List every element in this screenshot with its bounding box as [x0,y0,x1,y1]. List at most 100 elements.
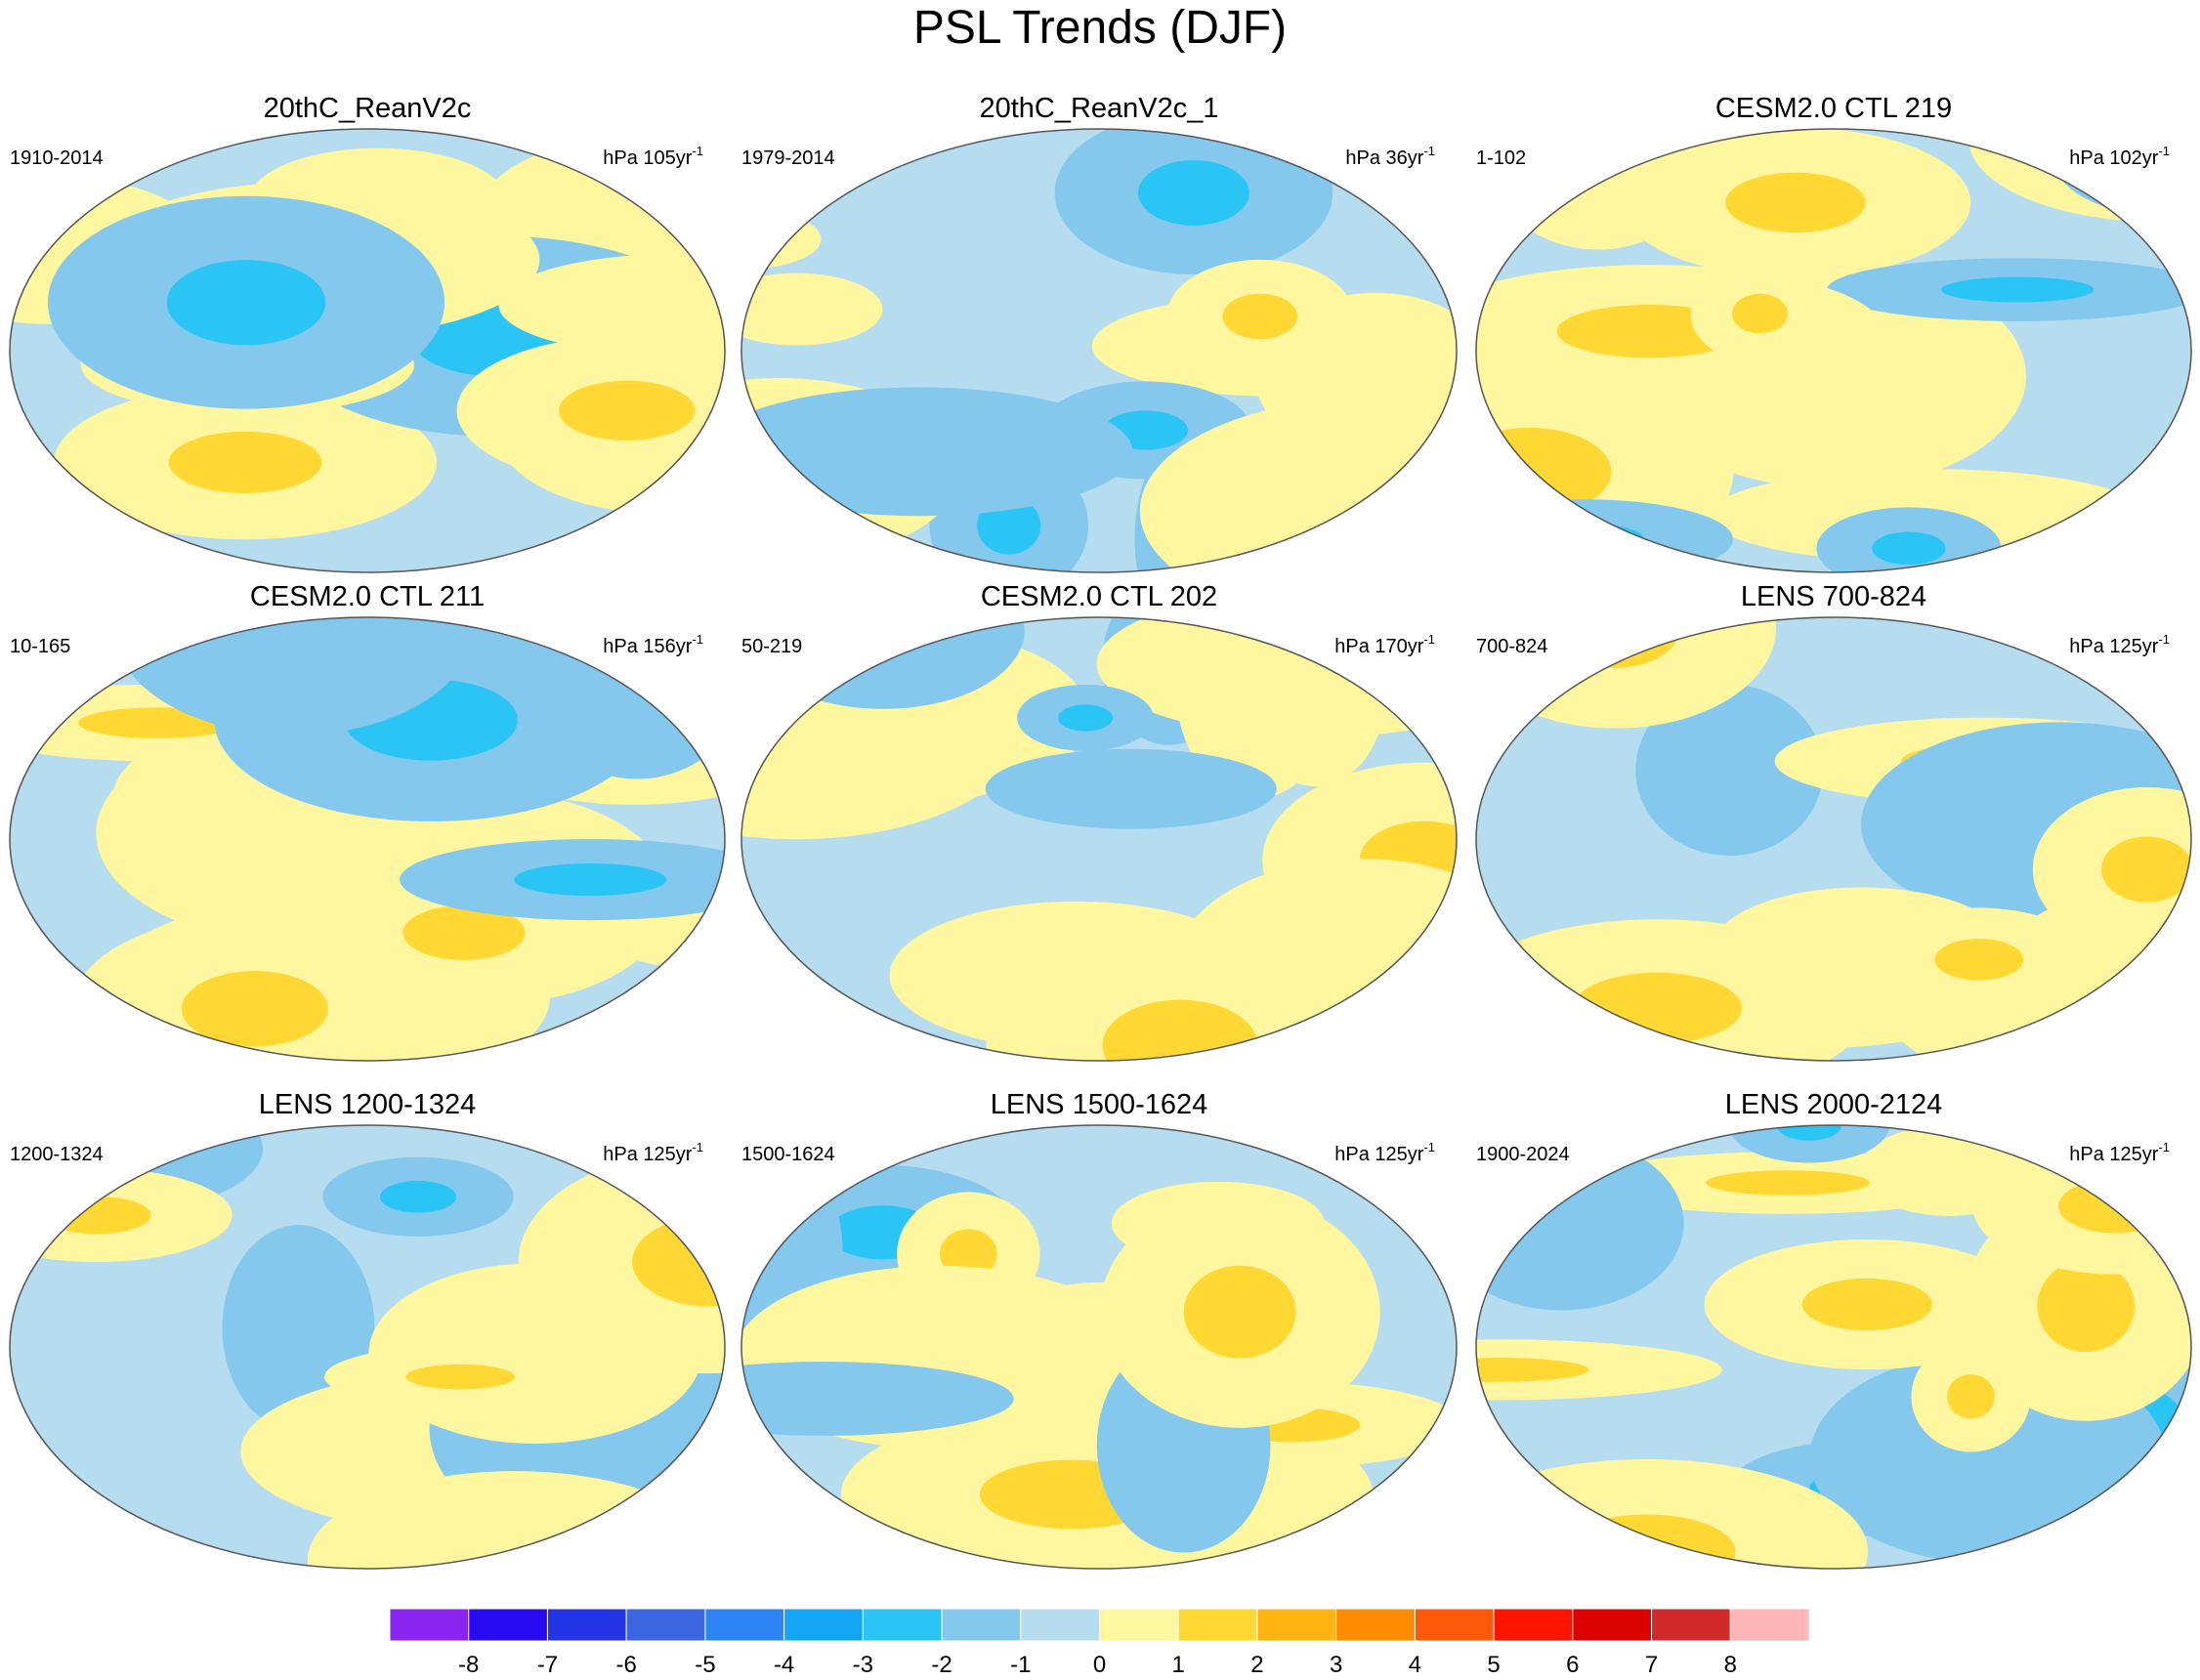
anomaly-core [2058,1178,2174,1234]
colorbar-label: -1 [1010,1652,1031,1678]
panel-left-label: 700-824 [1476,636,1547,657]
colorbar-box [862,1608,943,1642]
unit-text: hPa 156yr [603,636,693,657]
panel-right-label: hPa 170yr-1 [1334,632,1435,657]
unit-superscript: -1 [692,1140,703,1155]
colorbar-box [783,1608,864,1642]
anomaly-region [644,1125,725,1198]
unit-superscript: -1 [2158,1140,2170,1155]
unit-superscript: -1 [2158,632,2170,647]
panel-right-label: hPa 125yr-1 [2069,1140,2170,1165]
colorbar-label: 5 [1487,1652,1500,1678]
colorbar-box [1729,1608,1810,1642]
colorbar-box [1256,1608,1337,1642]
map-outline [9,1124,726,1570]
anomaly-core [166,260,326,346]
unit-text: hPa 125yr [1334,1144,1424,1165]
panel-right-label: hPa 105yr-1 [603,144,703,169]
anomaly-core [1725,172,1866,233]
panel-left-label: 1500-1624 [741,1144,835,1165]
map-outline [740,616,1458,1062]
colorbar-box [389,1608,470,1642]
panel-left-label: 10-165 [10,636,70,657]
colorbar-label: -8 [458,1652,479,1678]
unit-text: hPa 125yr [2069,1144,2159,1165]
anomaly-core [1941,276,2094,303]
anomaly-core [2037,1260,2136,1353]
anomaly-core [559,380,696,441]
map-outline [740,1124,1458,1570]
map-panel [741,1125,1457,1569]
colorbar-box [1572,1608,1653,1642]
map-panel [10,129,725,572]
anomaly-region [741,273,883,346]
panel-title: 20thC_ReanV2c [264,93,472,124]
colorbar-box [941,1608,1022,1642]
map-panel [1476,617,2191,1061]
anomaly-core [2101,836,2191,903]
panel-left-label: 1-102 [1476,147,1526,169]
colorbar-box [1651,1608,1731,1642]
map-outline [1475,616,2192,1062]
map-outline [740,128,1458,573]
colorbar-label: -6 [615,1652,636,1678]
panel-title: LENS 700-824 [1741,581,1926,612]
colorbar-box [546,1608,627,1642]
colorbar-label: 3 [1330,1652,1342,1678]
panel-right-label: hPa 125yr-1 [1334,1140,1435,1165]
anomaly-core [1058,704,1114,732]
unit-text: hPa 36yr [1345,147,1423,169]
anomaly-region [498,253,725,357]
panel-title: LENS 1200-1324 [259,1089,477,1120]
panel-title: CESM2.0 CTL 202 [981,581,1217,612]
colorbar-label: -3 [853,1652,873,1678]
anomaly-core [380,1181,457,1213]
anomaly-core [514,862,667,897]
anomaly-region [524,617,725,779]
panel-right-label: hPa 36yr-1 [1345,144,1435,169]
anomaly-core [1872,531,1946,566]
unit-superscript: -1 [1423,632,1435,647]
panel-title: 20thC_ReanV2c_1 [979,93,1218,124]
colorbar-label: -7 [537,1652,558,1678]
anomaly-core [10,518,54,557]
colorbar-label: 7 [1645,1652,1658,1678]
colorbar-label: -5 [695,1652,715,1678]
anomaly-core [1476,1357,1589,1382]
panel-right-label: hPa 102yr-1 [2069,144,2170,169]
anomaly-region [1635,684,1824,857]
anomaly-region [741,209,822,269]
panel-title: CESM2.0 CTL 219 [1715,93,1952,124]
colorbar-label: 8 [1724,1652,1737,1678]
unit-superscript: -1 [1423,1140,1435,1155]
anomaly-core [1551,617,1680,668]
anomaly-core [1947,1374,1995,1419]
panel-left-label: 1200-1324 [10,1144,104,1165]
colorbar-box [704,1608,785,1642]
anomaly-core [1137,160,1249,226]
panel-title: LENS 1500-1624 [991,1089,1208,1120]
unit-superscript: -1 [692,632,703,647]
figure-title: PSL Trends (DJF) [913,2,1287,54]
colorbar-label: 6 [1566,1652,1579,1678]
unit-text: hPa 102yr [2069,147,2159,169]
colorbar-box [1414,1608,1495,1642]
anomaly-region [741,387,1133,517]
colorbar-box [625,1608,706,1642]
anomaly-core [1525,523,1645,556]
anomaly-region [10,489,120,572]
colorbar-label: 0 [1093,1652,1106,1678]
map-outline [9,616,726,1062]
anomaly-core [168,431,322,493]
anomaly-region [113,617,475,735]
colorbar-label: 2 [1250,1652,1263,1678]
unit-superscript: -1 [2158,144,2170,158]
panel-left-label: 1910-2014 [10,147,104,169]
unit-text: hPa 125yr [603,1144,693,1165]
anomaly-core [405,1364,515,1390]
panel-title: CESM2.0 CTL 211 [250,581,485,612]
anomaly-core [1102,999,1258,1061]
anomaly-region [741,1362,1014,1436]
unit-text: hPa 170yr [1334,636,1424,657]
